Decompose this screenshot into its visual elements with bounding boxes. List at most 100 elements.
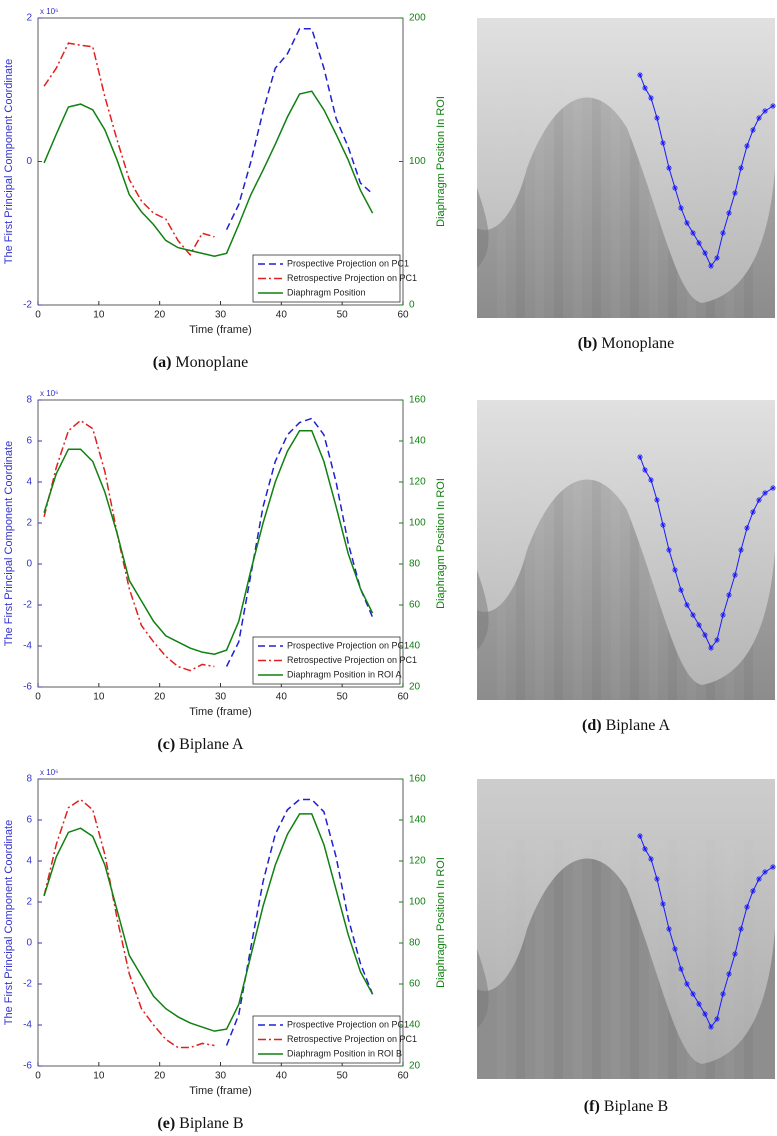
caption: (f) Biplane B [584,1098,668,1115]
y-tick-label: -6 [23,682,32,693]
y2-tick-label: 60 [409,600,421,611]
curve-marker [708,645,714,651]
legend-label: Diaphragm Position [287,287,366,297]
y-tick-label: 4 [26,477,32,488]
x-tick-label: 50 [337,310,349,321]
x-tick-label: 60 [397,692,409,703]
legend-label: Prospective Projection on PC1 [287,258,409,268]
y-tick-label: -2 [23,979,32,990]
curve-marker [762,869,768,875]
x-tick-label: 60 [397,1071,409,1082]
y-tick-label: 0 [26,938,32,949]
x-tick-label: 60 [397,310,409,321]
image-stripe [611,839,620,1079]
curve-marker [648,95,654,101]
legend-label: Prospective Projection on PC1 [287,640,409,650]
x-tick-label: 30 [215,1071,227,1082]
curve-marker [678,587,684,593]
curve-marker [672,946,678,952]
curve-marker [672,185,678,191]
axis-exponent: x 10⁶ [40,768,58,777]
curve-marker [756,497,762,503]
curve-marker [762,108,768,114]
curve-marker [660,522,666,528]
curve-marker [702,1011,708,1017]
x-axis-label: Time (frame) [189,1085,252,1097]
caption: (a) Monoplane [153,354,249,371]
curve-marker [642,85,648,91]
curve-marker [696,622,702,628]
x-axis-label: Time (frame) [189,706,252,718]
image-dark [477,570,489,650]
x-axis-label: Time (frame) [189,324,252,336]
series-line [43,798,215,1049]
x-tick-label: 20 [154,1071,166,1082]
image-stripe [535,839,544,1079]
x-tick-label: 50 [337,1071,349,1082]
curve-marker [708,263,714,269]
y2-tick-label: 20 [409,1061,421,1072]
caption-label: (f) [584,1098,600,1115]
caption-text: Monoplane [601,335,674,352]
curve-marker [738,547,744,553]
curve-marker [750,127,756,133]
caption-label: (d) [582,717,602,734]
curve-marker [666,547,672,553]
y2-tick-label: 40 [409,641,421,652]
curve-marker [714,1016,720,1022]
y-tick-label: 2 [26,897,32,908]
curve-marker [648,856,654,862]
curve-marker [654,115,660,121]
x-tick-label: 10 [93,1071,105,1082]
curve-marker [678,205,684,211]
curve-marker [672,567,678,573]
curve-marker [654,497,660,503]
y2-tick-label: 20 [409,682,421,693]
image-dark [477,188,489,268]
x-tick-label: 0 [35,1071,41,1082]
y2-tick-label: 140 [409,815,426,826]
x-tick-label: 0 [35,692,41,703]
y2-axis-label: Diaphragm Position In ROI [435,96,447,227]
legend-label: Prospective Projection on PC1 [287,1019,409,1029]
caption: (e) Biplane B [157,1115,243,1132]
image-arch [477,400,775,685]
image-stripe [554,460,563,700]
y-tick-label: 6 [26,436,32,447]
series-line [225,798,374,1046]
caption-text: Biplane A [179,736,244,753]
x-tick-label: 10 [93,692,105,703]
y-tick-label: -2 [23,600,32,611]
x-tick-label: 10 [93,310,105,321]
caption-label: (b) [578,335,598,352]
curve-marker [702,250,708,256]
legend-label: Retrospective Projection on PC1 [287,1034,417,1044]
caption-text: Biplane B [179,1115,243,1132]
curve-marker [720,230,726,236]
curve-marker [684,220,690,226]
curve-marker [744,525,750,531]
y-tick-label: 0 [26,156,32,167]
image-stripe [573,460,582,700]
y2-axis-label: Diaphragm Position In ROI [435,478,447,609]
y-tick-label: 2 [26,518,32,529]
x-tick-label: 20 [154,692,166,703]
image-stripe [516,78,525,318]
curve-marker [690,230,696,236]
y2-tick-label: 200 [409,13,426,24]
y2-tick-label: 80 [409,938,421,949]
curve-marker [708,1024,714,1030]
image-stripe [592,839,601,1079]
curve-marker [726,971,732,977]
curve-marker [726,592,732,598]
legend-label: Retrospective Projection on PC1 [287,273,417,283]
image-panel [477,18,776,318]
curve-marker [714,255,720,261]
series-line [43,813,374,1032]
image-stripe [592,78,601,318]
y-tick-label: -6 [23,1061,32,1072]
y2-tick-label: 60 [409,979,421,990]
y2-tick-label: 120 [409,477,426,488]
caption-text: Biplane A [606,717,671,734]
image-stripe [554,78,563,318]
